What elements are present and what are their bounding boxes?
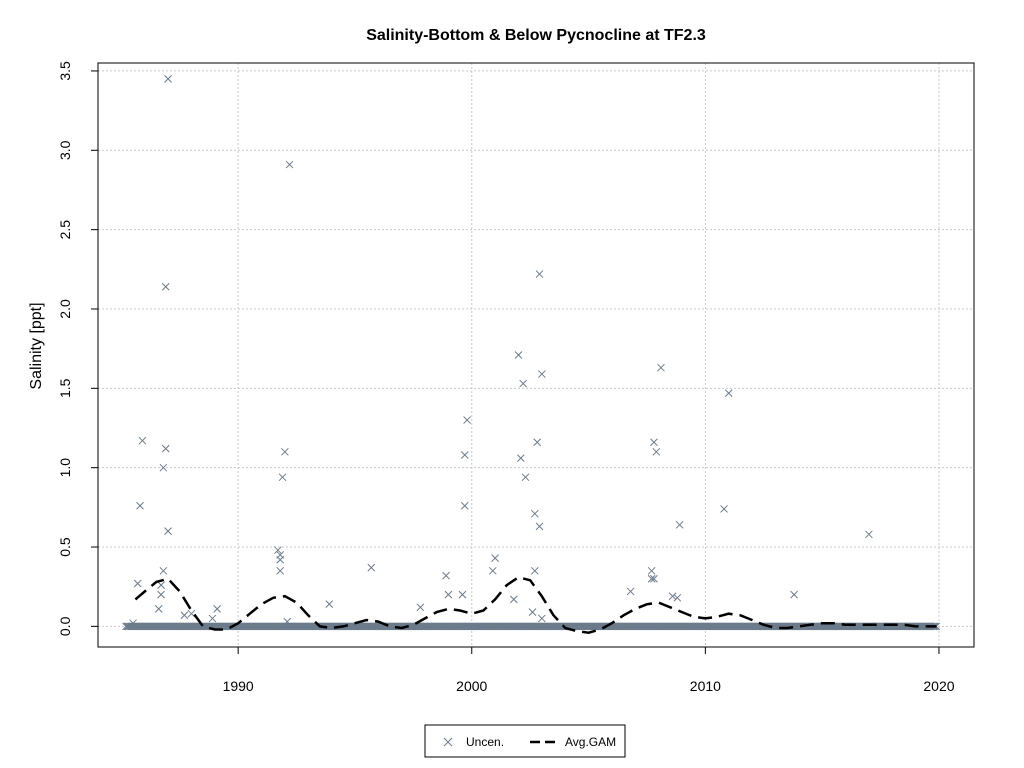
data-point-34	[488, 566, 497, 575]
data-point-16	[213, 605, 221, 613]
y-tick-label-3: 1.5	[57, 378, 73, 398]
x-tick-label-0: 1990	[223, 678, 254, 694]
data-point-39	[519, 379, 528, 388]
data-point-49	[626, 587, 635, 596]
data-point-40	[521, 473, 530, 482]
data-point-14	[187, 609, 196, 618]
data-point-56	[668, 592, 677, 601]
x-axis: 1990 2000 2010 2020	[223, 647, 955, 694]
series-line-avg-gam	[134, 575, 937, 634]
x-tick-label-2: 2010	[690, 678, 721, 694]
data-point-59	[720, 505, 728, 513]
data-point-50	[647, 574, 656, 583]
data-point-45	[535, 522, 544, 531]
y-tick-label-6: 3.0	[57, 140, 73, 160]
data-point-25	[325, 600, 334, 609]
data-point-61	[790, 590, 798, 599]
y-axis: 0.0 0.5 1.0 1.5 2.0 2.5 3.0 3.5	[57, 61, 98, 636]
data-point-41	[528, 608, 537, 616]
y-tick-label-1: 0.5	[57, 537, 73, 557]
data-point-1	[133, 579, 142, 588]
data-point-11	[164, 75, 172, 83]
data-point-52	[650, 574, 658, 583]
data-point-0	[129, 619, 137, 628]
data-point-60	[724, 389, 733, 397]
data-point-22	[281, 447, 289, 456]
data-point-3	[138, 436, 147, 445]
data-point-53	[650, 438, 658, 447]
data-point-21	[278, 473, 287, 482]
legend-label-avg-gam: Avg.GAM	[565, 735, 616, 749]
data-point-44	[533, 438, 542, 447]
data-point-37	[514, 351, 523, 359]
data-point-54	[652, 447, 661, 456]
data-point-10	[161, 282, 170, 291]
data-point-20	[276, 566, 285, 575]
y-tick-label-2: 1.0	[57, 458, 73, 478]
data-point-47	[537, 370, 546, 378]
data-point-27	[416, 603, 425, 612]
data-point-17	[274, 546, 282, 555]
data-point-15	[208, 614, 217, 623]
data-point-32	[460, 451, 469, 459]
data-point-6	[157, 581, 165, 589]
data-point-57	[673, 593, 682, 602]
y-tick-label-5: 2.5	[57, 220, 73, 240]
y-tick-label-7: 3.5	[57, 61, 73, 81]
y-tick-label-0: 0.0	[57, 616, 73, 636]
data-point-26	[367, 563, 376, 572]
data-point-48	[537, 614, 546, 623]
data-point-38	[516, 454, 525, 463]
data-point-24	[285, 160, 294, 169]
legend-label-uncen: Uncen.	[466, 735, 504, 749]
data-point-33	[463, 416, 471, 424]
legend-box	[424, 724, 626, 758]
y-axis-label: Salinity [ppt]	[28, 302, 45, 389]
data-point-62	[865, 530, 873, 539]
legend: Uncen. Avg.GAM	[424, 724, 626, 758]
data-point-51	[647, 566, 656, 575]
data-point-36	[509, 595, 518, 604]
data-point-42	[530, 566, 539, 575]
data-point-19	[276, 555, 285, 564]
data-point-8	[159, 463, 168, 472]
data-point-7	[159, 566, 168, 575]
data-point-31	[460, 501, 469, 510]
data-point-23	[283, 617, 292, 626]
grid-lines	[98, 63, 974, 647]
data-point-29	[444, 590, 453, 599]
x-tick-label-3: 2020	[923, 678, 954, 694]
data-point-13	[180, 611, 189, 620]
legend-marker-uncen	[443, 737, 453, 747]
data-point-5	[157, 590, 165, 599]
data-point-35	[491, 554, 499, 562]
data-point-46	[535, 270, 544, 278]
data-point-58	[675, 520, 684, 529]
data-point-4	[154, 605, 163, 613]
plot-border	[97, 62, 975, 648]
data-point-43	[530, 509, 539, 518]
scatter-points	[122, 75, 941, 631]
data-point-9	[161, 444, 170, 453]
data-point-55	[657, 363, 665, 372]
chart-title: Salinity-Bottom & Below Pycnocline at TF…	[366, 27, 706, 44]
data-point-30	[458, 590, 467, 599]
y-tick-label-4: 2.0	[57, 299, 73, 319]
data-point-2	[136, 501, 144, 510]
x-tick-label-1: 2000	[456, 678, 487, 694]
data-point-28	[442, 571, 450, 580]
data-point-12	[164, 527, 172, 536]
